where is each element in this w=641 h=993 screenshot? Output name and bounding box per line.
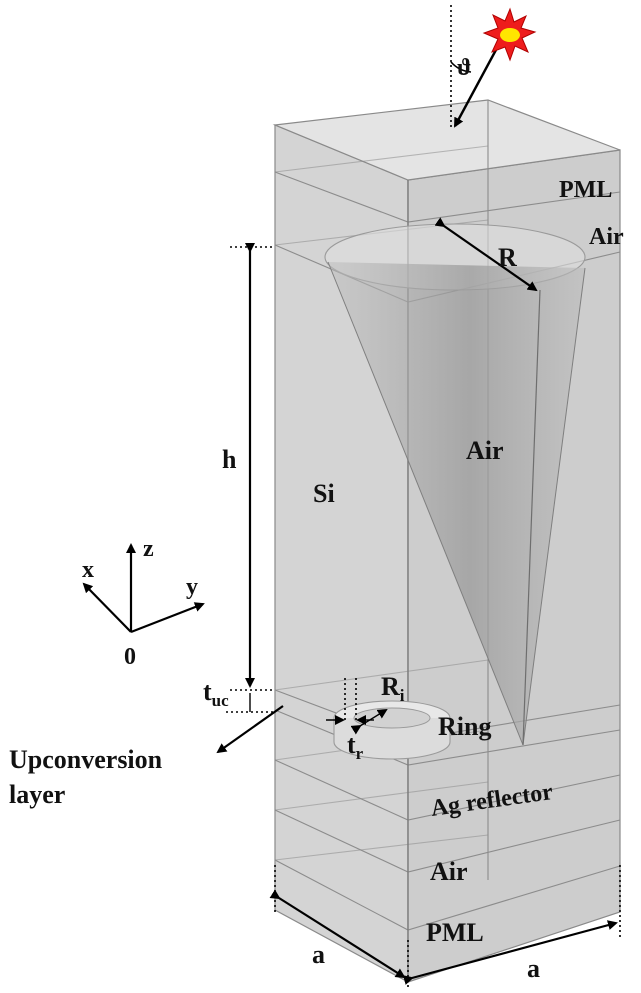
cone-body (328, 262, 585, 745)
cone-left-edge (327, 261, 524, 746)
upconversion-label-line1: Upconversion (9, 745, 163, 774)
y-axis-label: y (186, 574, 198, 600)
upconversion-label-line2: layer (9, 780, 65, 809)
ring-inner-radius-label: Ri (381, 672, 405, 705)
bottom-air-label: Air (430, 857, 468, 886)
cone-air-label: Air (466, 436, 504, 465)
tuc-dimension: tuc (203, 677, 275, 713)
ring-inner (353, 707, 431, 729)
incidence: ϑ (450, 5, 537, 130)
incident-ray (453, 47, 499, 128)
tuc-label: tuc (203, 677, 229, 710)
top-air-label: Air (589, 224, 624, 250)
cone-radius-dimension: R (434, 217, 538, 292)
cone-center-line (522, 289, 541, 746)
sun-icon (482, 7, 537, 62)
coordinate-axes: z x y 0 (82, 536, 205, 670)
width-left-label: a (312, 940, 325, 969)
top-pml-label: PML (559, 177, 612, 203)
upconversion-annotation: Upconversion layer (9, 705, 284, 809)
height-dimension: h (222, 243, 275, 691)
cone-radius-label: R (498, 243, 517, 272)
angle-arc (450, 61, 472, 73)
base-dimensions: a a (269, 865, 621, 990)
ring-label: Ring (438, 712, 491, 741)
width-right-label: a (527, 954, 540, 983)
angle-label: ϑ (457, 55, 471, 81)
height-label: h (222, 445, 237, 474)
x-axis-label: x (82, 557, 94, 583)
ring-thickness-label: tr (347, 730, 364, 763)
z-axis-label: z (143, 536, 154, 562)
x-axis (82, 582, 132, 633)
bottom-pml-label: PML (426, 918, 484, 947)
y-axis (130, 602, 205, 634)
silicon-label: Si (313, 479, 335, 508)
cone-right-edge (522, 267, 586, 746)
ring-dimensions: Ri tr (326, 672, 405, 763)
origin-label: 0 (124, 644, 136, 670)
